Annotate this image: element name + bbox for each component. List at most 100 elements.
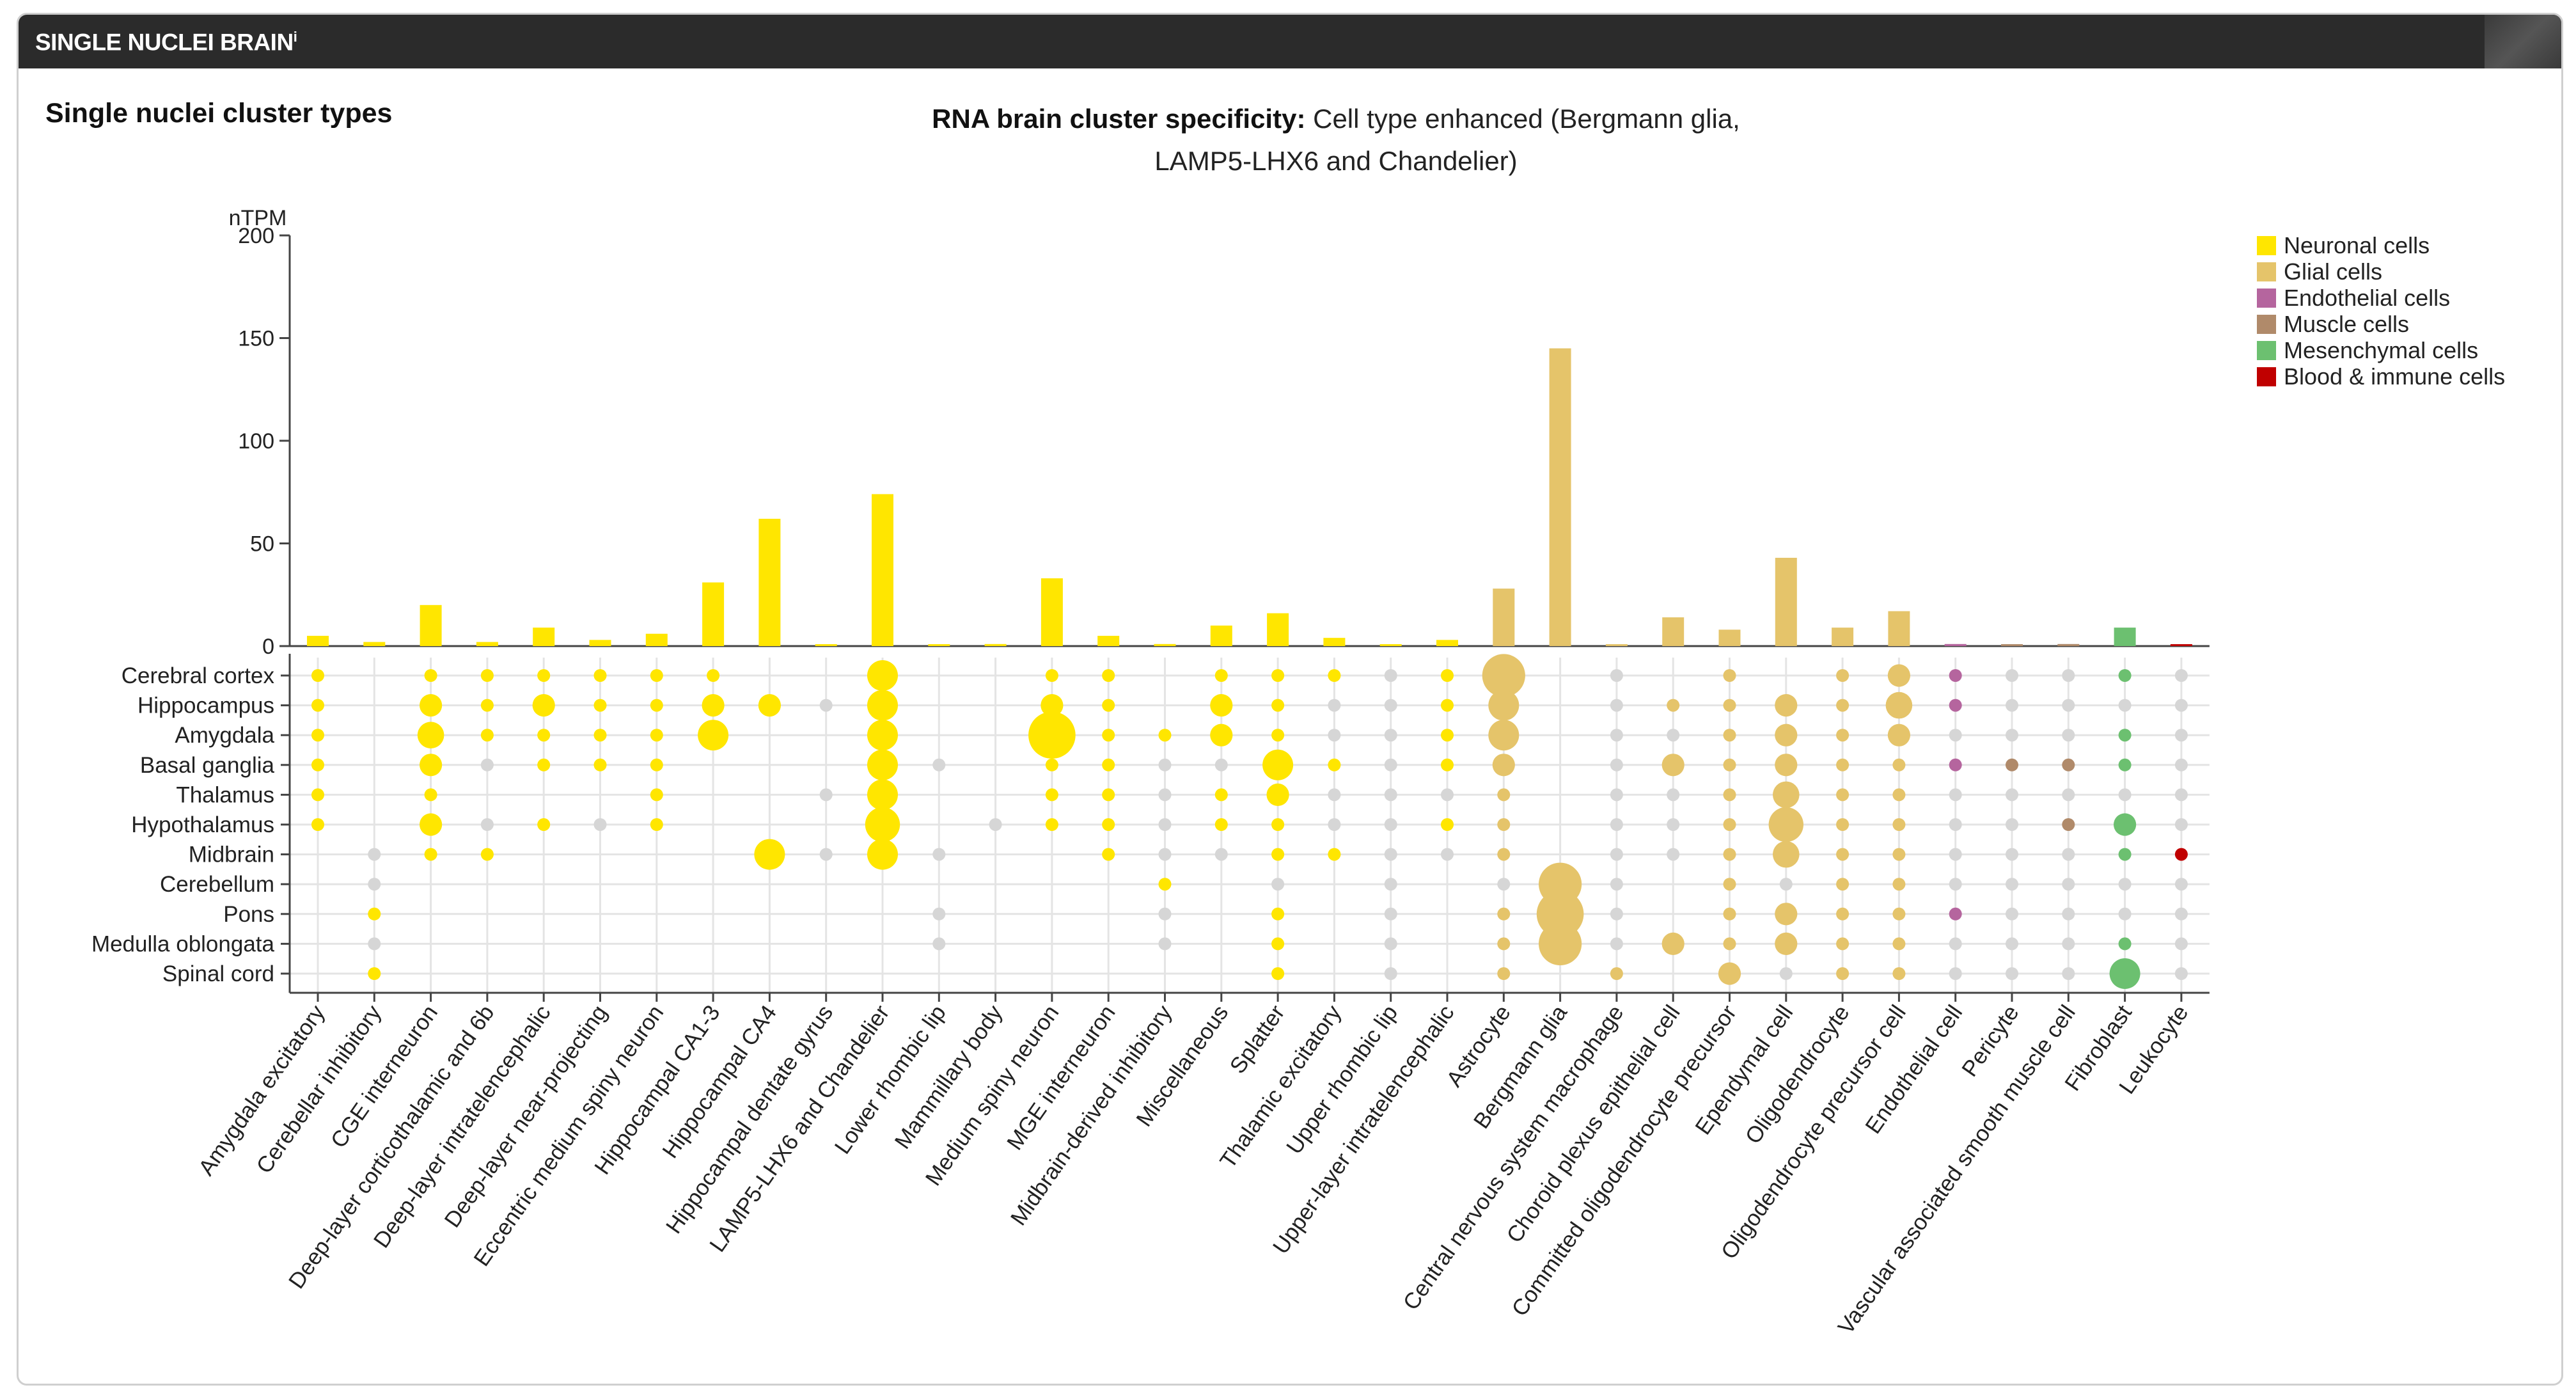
bar[interactable]	[872, 494, 893, 646]
expression-dot[interactable]	[1492, 754, 1515, 777]
expression-dot[interactable]	[480, 669, 494, 682]
expression-dot[interactable]	[1497, 937, 1511, 951]
expression-dot[interactable]	[2062, 967, 2075, 980]
expression-dot[interactable]	[424, 669, 437, 682]
expression-dot[interactable]	[2118, 907, 2132, 921]
expression-dot[interactable]	[1488, 720, 1520, 751]
expression-dot[interactable]	[2062, 758, 2075, 771]
expression-dot[interactable]	[2118, 848, 2132, 861]
expression-dot[interactable]	[1775, 694, 1798, 717]
expression-dot[interactable]	[1441, 758, 1454, 771]
expression-dot[interactable]	[1102, 729, 1115, 742]
expression-dot[interactable]	[424, 788, 437, 802]
expression-dot[interactable]	[1836, 669, 1850, 682]
expression-dot[interactable]	[2109, 958, 2140, 989]
bar[interactable]	[1041, 578, 1063, 646]
expression-dot[interactable]	[867, 839, 898, 870]
expression-dot[interactable]	[480, 729, 494, 742]
expression-dot[interactable]	[1887, 664, 1910, 687]
legend-item-muscle[interactable]: Muscle cells	[2257, 311, 2505, 337]
expression-dot[interactable]	[1158, 758, 1172, 771]
expression-dot[interactable]	[1214, 788, 1228, 802]
expression-dot[interactable]	[1661, 754, 1685, 777]
expression-dot[interactable]	[2062, 848, 2075, 861]
bar[interactable]	[1605, 644, 1628, 646]
expression-dot[interactable]	[2062, 878, 2075, 891]
expression-dot[interactable]	[1775, 932, 1798, 955]
expression-dot[interactable]	[819, 788, 833, 802]
expression-dot[interactable]	[1610, 848, 1623, 861]
expression-dot[interactable]	[1775, 754, 1798, 777]
expression-dot[interactable]	[1497, 878, 1511, 891]
bar[interactable]	[1323, 638, 1346, 646]
expression-dot[interactable]	[1836, 699, 1850, 712]
expression-dot[interactable]	[1384, 878, 1397, 891]
bar[interactable]	[1549, 348, 1571, 646]
expression-dot[interactable]	[932, 758, 946, 771]
expression-dot[interactable]	[1892, 758, 1906, 771]
expression-dot[interactable]	[2062, 669, 2075, 682]
expression-dot[interactable]	[650, 788, 663, 802]
expression-dot[interactable]	[819, 699, 833, 712]
expression-dot[interactable]	[1271, 848, 1285, 861]
expression-dot[interactable]	[1773, 781, 1800, 809]
expression-dot[interactable]	[1028, 711, 1076, 759]
expression-dot[interactable]	[1384, 907, 1397, 921]
expression-dot[interactable]	[1271, 907, 1285, 921]
expression-dot[interactable]	[1102, 848, 1115, 861]
expression-dot[interactable]	[2174, 967, 2188, 980]
expression-dot[interactable]	[1384, 818, 1397, 831]
expression-dot[interactable]	[1610, 758, 1623, 771]
expression-dot[interactable]	[368, 937, 381, 951]
expression-dot[interactable]	[1773, 841, 1800, 868]
expression-dot[interactable]	[867, 779, 898, 810]
expression-dot[interactable]	[2062, 699, 2075, 712]
expression-dot[interactable]	[1723, 878, 1736, 891]
expression-dot[interactable]	[1041, 694, 1064, 717]
expression-dot[interactable]	[2062, 937, 2075, 951]
expression-dot[interactable]	[932, 907, 946, 921]
expression-dot[interactable]	[537, 669, 551, 682]
expression-dot[interactable]	[1949, 937, 1962, 951]
expression-dot[interactable]	[1488, 690, 1520, 721]
expression-dot[interactable]	[1610, 729, 1623, 742]
expression-dot[interactable]	[537, 818, 551, 831]
expression-dot[interactable]	[1836, 758, 1850, 771]
expression-dot[interactable]	[1271, 699, 1285, 712]
expression-dot[interactable]	[2006, 788, 2018, 802]
expression-dot[interactable]	[537, 758, 551, 771]
expression-dot[interactable]	[1328, 758, 1341, 771]
bar[interactable]	[1436, 640, 1458, 646]
expression-dot[interactable]	[1723, 818, 1736, 831]
expression-dot[interactable]	[2062, 788, 2075, 802]
expression-dot[interactable]	[1045, 818, 1058, 831]
bar[interactable]	[2001, 644, 2023, 646]
expression-dot[interactable]	[1214, 669, 1228, 682]
bar[interactable]	[1662, 617, 1685, 646]
expression-dot[interactable]	[2006, 729, 2018, 742]
expression-dot[interactable]	[2118, 699, 2132, 712]
expression-dot[interactable]	[1328, 729, 1341, 742]
expression-dot[interactable]	[1384, 967, 1397, 980]
expression-dot[interactable]	[1497, 907, 1511, 921]
expression-dot[interactable]	[1328, 669, 1341, 682]
expression-dot[interactable]	[1441, 818, 1454, 831]
expression-dot[interactable]	[1271, 878, 1285, 891]
expression-dot[interactable]	[1887, 723, 1910, 747]
expression-dot[interactable]	[867, 720, 898, 751]
expression-dot[interactable]	[1836, 848, 1850, 861]
expression-dot[interactable]	[420, 754, 443, 777]
expression-dot[interactable]	[932, 848, 946, 861]
expression-dot[interactable]	[1271, 967, 1285, 980]
expression-dot[interactable]	[1892, 788, 1906, 802]
expression-dot[interactable]	[311, 758, 324, 771]
expression-dot[interactable]	[2174, 758, 2188, 771]
expression-dot[interactable]	[1102, 699, 1115, 712]
expression-dot[interactable]	[1667, 848, 1680, 861]
expression-dot[interactable]	[1384, 848, 1397, 861]
expression-dot[interactable]	[1723, 729, 1736, 742]
expression-dot[interactable]	[698, 720, 729, 751]
expression-dot[interactable]	[532, 694, 555, 717]
bar[interactable]	[307, 635, 329, 646]
expression-dot[interactable]	[1102, 758, 1115, 771]
